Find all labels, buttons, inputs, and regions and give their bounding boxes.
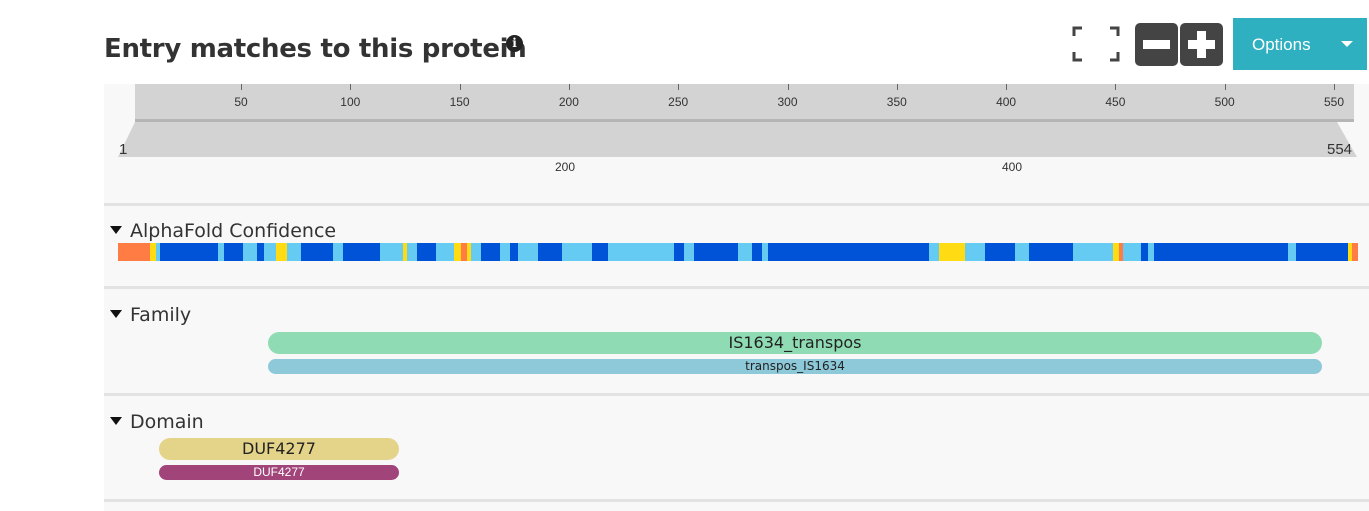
ruler-tick-label: 500 xyxy=(1214,95,1235,109)
ruler-tick xyxy=(1224,84,1226,90)
track-divider xyxy=(104,286,1369,289)
domain-feature-duf4277[interactable]: DUF4277 xyxy=(159,438,399,460)
family-feature-is1634-transpos[interactable]: IS1634_transpos xyxy=(268,332,1322,354)
fullscreen-button[interactable] xyxy=(1072,26,1120,62)
ruler-tick xyxy=(787,84,789,90)
page-title: Entry matches to this protein xyxy=(104,34,527,64)
ruler-tick xyxy=(568,84,570,90)
info-circle-icon[interactable]: i xyxy=(506,35,523,52)
ruler-tick-label: 150 xyxy=(449,95,470,109)
options-button[interactable]: Options xyxy=(1233,18,1367,70)
plus-icon xyxy=(1188,31,1215,58)
navigation-label: 200 xyxy=(554,160,576,174)
ruler-tick xyxy=(1115,84,1117,90)
track-header-domain[interactable]: Domain xyxy=(110,411,204,433)
options-label: Options xyxy=(1252,35,1311,54)
ruler-tick-label: 400 xyxy=(996,95,1017,109)
track-header-alphafold[interactable]: AlphaFold Confidence xyxy=(110,220,336,242)
caret-down-icon xyxy=(110,226,122,234)
track-label: Domain xyxy=(130,411,204,433)
ruler-tick xyxy=(459,84,461,90)
track-header-family[interactable]: Family xyxy=(110,304,191,326)
ruler-tick xyxy=(896,84,898,90)
fullscreen-icon xyxy=(1072,26,1120,62)
ruler-tick-label: 50 xyxy=(234,95,248,109)
ruler-tick xyxy=(350,84,352,90)
track-divider xyxy=(104,203,1369,206)
track-label: Family xyxy=(130,304,192,326)
caret-down-icon xyxy=(1341,41,1353,47)
minus-icon xyxy=(1143,40,1170,49)
sequence-ruler xyxy=(135,84,1354,122)
ruler-tick-label: 300 xyxy=(777,95,798,109)
navigation-start: 1 xyxy=(119,141,128,158)
zoom-out-button[interactable] xyxy=(1135,23,1178,66)
ruler-tick-label: 350 xyxy=(886,95,907,109)
caret-down-icon xyxy=(110,310,122,318)
track-label: AlphaFold Confidence xyxy=(130,220,337,242)
ruler-tick-label: 200 xyxy=(558,95,579,109)
zoom-in-button[interactable] xyxy=(1180,23,1223,66)
family-feature-transpos-is1634[interactable]: transpos_IS1634 xyxy=(268,359,1322,374)
track-divider xyxy=(104,499,1369,502)
ruler-tick xyxy=(678,84,680,90)
domain-feature-duf4277-pfam[interactable]: DUF4277 xyxy=(159,465,399,480)
navigation-zoom-window[interactable] xyxy=(118,122,1357,157)
ruler-tick-label: 450 xyxy=(1105,95,1126,109)
ruler-tick xyxy=(241,84,242,90)
navigation-end: 554 xyxy=(1327,141,1353,158)
caret-down-icon xyxy=(110,417,122,425)
ruler-tick-label: 250 xyxy=(668,95,689,109)
ruler-tick xyxy=(1006,84,1008,90)
navigation-label: 400 xyxy=(1001,160,1023,174)
track-divider xyxy=(104,393,1369,396)
ruler-tick-label: 550 xyxy=(1323,95,1345,109)
ruler-tick-label: 100 xyxy=(340,95,361,109)
ruler-tick xyxy=(1334,84,1335,90)
alphafold-confidence-bar[interactable] xyxy=(118,243,1358,261)
